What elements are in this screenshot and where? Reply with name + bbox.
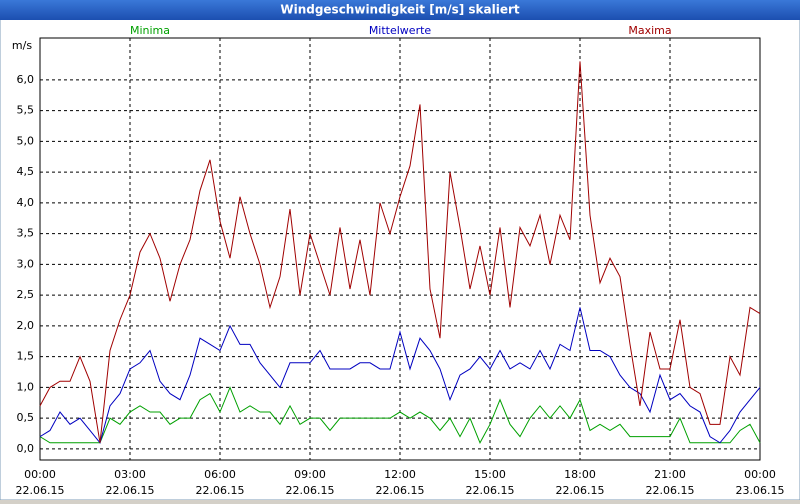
data-line bbox=[39, 307, 761, 444]
y-tick-label: 2,5 bbox=[17, 288, 35, 301]
x-tick-label: 18:00 bbox=[564, 468, 596, 481]
legend-entry: Maxima bbox=[628, 24, 671, 37]
y-tick-label: 3,0 bbox=[17, 257, 35, 270]
x-tick-label: 06:00 bbox=[204, 468, 236, 481]
legend-entry: Mittelwerte bbox=[369, 24, 432, 37]
y-tick-label: 4,0 bbox=[17, 196, 35, 209]
x-tick-date: 22.06.15 bbox=[646, 484, 695, 497]
x-tick-date: 22.06.15 bbox=[556, 484, 605, 497]
x-tick-date: 22.06.15 bbox=[196, 484, 245, 497]
x-tick-label: 09:00 bbox=[294, 468, 326, 481]
title-bar bbox=[0, 0, 800, 20]
y-tick-label: 5,0 bbox=[17, 134, 35, 147]
data-line bbox=[39, 61, 761, 443]
chart-title: Windgeschwindigkeit [m/s] skaliert bbox=[280, 3, 520, 17]
x-tick-date: 22.06.15 bbox=[106, 484, 155, 497]
legend-entry: Minima bbox=[130, 24, 170, 37]
y-unit: m/s bbox=[12, 39, 32, 52]
y-tick-label: 5,5 bbox=[17, 104, 35, 117]
y-tick-label: 3,5 bbox=[17, 227, 35, 240]
x-tick-label: 15:00 bbox=[474, 468, 506, 481]
y-tick-label: 1,0 bbox=[17, 380, 35, 393]
x-tick-date: 23.06.15 bbox=[736, 484, 785, 497]
y-tick-label: 0,0 bbox=[17, 442, 35, 455]
y-tick-label: 4,5 bbox=[17, 165, 35, 178]
x-tick-date: 22.06.15 bbox=[466, 484, 515, 497]
data-line bbox=[39, 386, 761, 444]
x-tick-label: 03:00 bbox=[114, 468, 146, 481]
x-tick-date: 22.06.15 bbox=[376, 484, 425, 497]
x-tick-date: 22.06.15 bbox=[16, 484, 65, 497]
x-tick-date: 22.06.15 bbox=[286, 484, 335, 497]
x-tick-label: 21:00 bbox=[654, 468, 686, 481]
x-tick-label: 00:00 bbox=[744, 468, 776, 481]
x-tick-label: 00:00 bbox=[24, 468, 56, 481]
y-tick-label: 2,0 bbox=[17, 319, 35, 332]
y-tick-label: 0,5 bbox=[17, 411, 35, 424]
y-tick-label: 6,0 bbox=[17, 73, 35, 86]
y-tick-label: 1,5 bbox=[17, 350, 35, 363]
x-tick-label: 12:00 bbox=[384, 468, 416, 481]
